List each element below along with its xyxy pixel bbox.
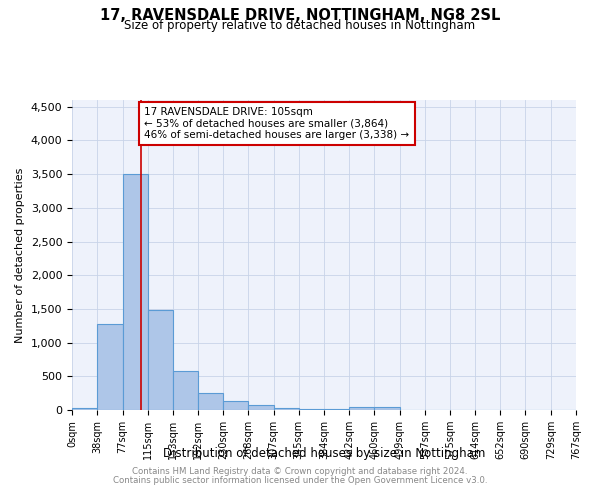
Text: Distribution of detached houses by size in Nottingham: Distribution of detached houses by size … [163,448,485,460]
Text: Contains public sector information licensed under the Open Government Licence v3: Contains public sector information licen… [113,476,487,485]
Bar [148,310,173,410]
Bar [122,174,148,410]
Bar [97,324,122,410]
Text: 17, RAVENSDALE DRIVE, NOTTINGHAM, NG8 2SL: 17, RAVENSDALE DRIVE, NOTTINGHAM, NG8 2S… [100,8,500,22]
Bar [198,394,223,410]
Bar [173,371,198,410]
Y-axis label: Number of detached properties: Number of detached properties [15,168,25,342]
Text: 17 RAVENSDALE DRIVE: 105sqm
← 53% of detached houses are smaller (3,864)
46% of : 17 RAVENSDALE DRIVE: 105sqm ← 53% of det… [144,106,409,140]
Bar [223,400,248,410]
Text: Contains HM Land Registry data © Crown copyright and database right 2024.: Contains HM Land Registry data © Crown c… [132,467,468,476]
Bar [299,409,325,410]
Bar [72,408,97,410]
Bar [349,408,374,410]
Bar [274,408,299,410]
Bar [374,407,400,410]
Bar [248,404,274,410]
Text: Size of property relative to detached houses in Nottingham: Size of property relative to detached ho… [124,19,476,32]
